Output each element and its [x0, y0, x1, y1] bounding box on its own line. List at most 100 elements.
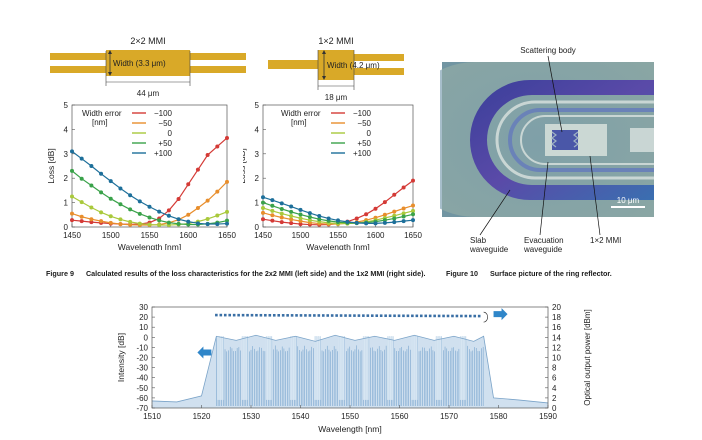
power-point — [428, 314, 432, 318]
power-point — [215, 313, 218, 317]
x-tick-label: 1530 — [242, 412, 260, 421]
data-point — [401, 185, 406, 190]
x-axis-label: Wavelength [nm] — [318, 424, 381, 434]
data-point — [382, 200, 387, 205]
data-point — [215, 213, 220, 218]
slab-waveguide-region — [470, 80, 654, 200]
mmi-1x2-diagram: 1×2 MMI Width (4.2 μm) 18 μm — [268, 36, 404, 102]
data-point — [298, 222, 303, 227]
x-tick-label: 1590 — [539, 412, 557, 421]
power-point — [317, 314, 321, 317]
data-point — [215, 189, 220, 194]
mode-peak — [435, 336, 442, 400]
power-point — [268, 313, 272, 317]
x-tick-label: 1650 — [218, 231, 236, 240]
legend-label: −50 — [158, 119, 172, 128]
data-point — [298, 212, 303, 217]
inner-ring-edge — [520, 115, 654, 165]
data-point — [137, 221, 142, 226]
power-point — [281, 314, 285, 317]
y-tick-label: -30 — [136, 364, 148, 373]
legend-unit: [nm] — [291, 118, 307, 127]
data-point — [225, 135, 229, 140]
power-point — [223, 313, 227, 317]
power-point — [241, 313, 245, 317]
data-point — [205, 153, 210, 158]
power-point — [246, 313, 249, 317]
power-point — [366, 314, 370, 317]
y-axis-label: Intensity [dB] — [116, 333, 126, 382]
y-tick-label: 20 — [139, 313, 148, 322]
legend-label: −100 — [353, 109, 372, 118]
data-point — [411, 203, 415, 208]
power-point — [295, 314, 298, 317]
mode-peak — [459, 336, 466, 400]
power-point — [393, 314, 396, 318]
power-point — [473, 314, 477, 318]
data-point — [261, 195, 265, 200]
power-point — [259, 313, 263, 317]
x-tick-label: 1550 — [329, 231, 347, 240]
y-tick-label: 3 — [255, 150, 260, 159]
y-tick-label: -70 — [136, 404, 148, 413]
mmi-label: 1×2 MMI — [590, 236, 621, 245]
y-tick-label: 5 — [64, 101, 69, 110]
data-point — [70, 149, 74, 154]
power-point — [468, 314, 472, 318]
data-point — [270, 213, 275, 218]
y-tick-label: 2 — [255, 174, 260, 183]
power-point — [330, 314, 334, 317]
data-point — [392, 216, 397, 221]
y2-tick-label: 6 — [552, 374, 557, 383]
data-point — [89, 205, 94, 210]
y-tick-label: -60 — [136, 394, 148, 403]
data-point — [364, 212, 369, 217]
x-tick-label: 1650 — [404, 231, 422, 240]
data-point — [270, 203, 275, 208]
y2-tick-label: 8 — [552, 364, 557, 373]
data-point — [157, 209, 162, 214]
x-axis-label: Wavelength [nm] — [306, 242, 369, 250]
scale-label: 10 μm — [617, 196, 640, 205]
power-point — [442, 314, 445, 318]
y-tick-label: 4 — [64, 125, 69, 134]
data-point — [307, 218, 312, 223]
y2-tick-label: 10 — [552, 354, 561, 363]
data-point — [279, 211, 284, 216]
mode-peak — [362, 336, 369, 400]
data-point — [270, 218, 275, 223]
data-point — [364, 221, 369, 226]
data-point — [99, 219, 104, 224]
data-point — [157, 218, 162, 223]
ring-waveguide — [495, 100, 654, 180]
data-point — [298, 219, 303, 224]
mode-peak — [265, 336, 272, 400]
data-point — [137, 199, 142, 204]
waveguide-arm — [352, 54, 404, 61]
data-point — [186, 212, 191, 217]
y2-tick-label: 2 — [552, 394, 557, 403]
power-point — [339, 314, 343, 317]
data-point — [289, 204, 294, 209]
data-point — [186, 219, 191, 224]
data-point — [157, 223, 162, 228]
power-point — [290, 314, 294, 317]
data-point — [128, 207, 133, 212]
power-point — [419, 314, 423, 318]
data-point — [298, 216, 303, 221]
y2-tick-label: 16 — [552, 323, 561, 332]
figure9-caption: Figure 9 Calculated results of the loss … — [46, 269, 426, 279]
y-tick-label: 4 — [255, 125, 260, 134]
y-tick-label: 1 — [64, 199, 69, 208]
x-tick-label: 1510 — [143, 412, 161, 421]
power-point — [424, 314, 428, 318]
data-point — [195, 205, 200, 210]
power-point — [353, 314, 356, 317]
power-point — [232, 313, 236, 317]
power-point — [384, 314, 387, 318]
data-point — [261, 205, 265, 210]
data-point — [99, 171, 104, 176]
power-point — [415, 314, 419, 318]
x-tick-label: 1520 — [193, 412, 211, 421]
label-leader — [589, 155, 601, 236]
